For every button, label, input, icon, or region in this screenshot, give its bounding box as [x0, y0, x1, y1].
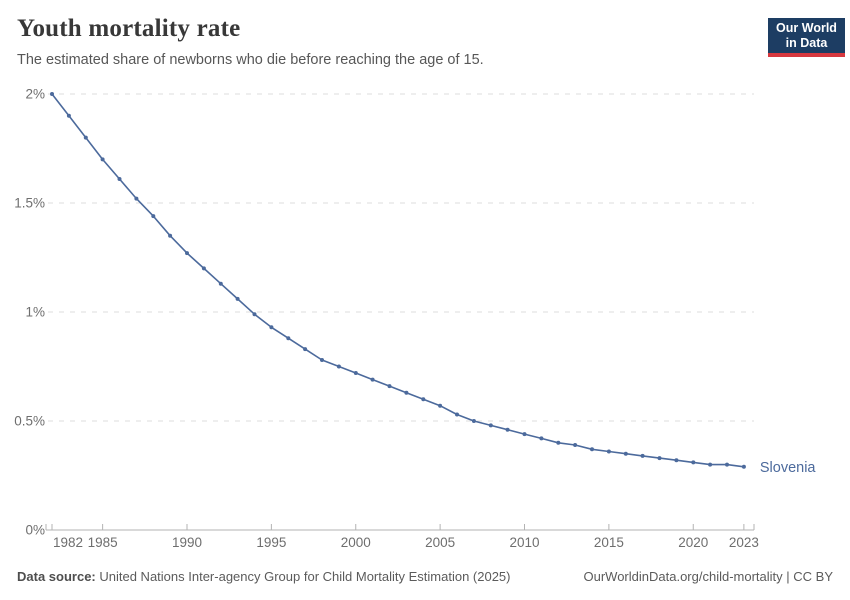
x-axis-tick-label: 1990 [172, 535, 202, 550]
y-axis-tick-label: 2% [25, 87, 45, 102]
data-point-2008[interactable] [488, 423, 493, 428]
data-point-2006[interactable] [455, 412, 459, 417]
page-subtitle: The estimated share of newborns who die … [17, 52, 484, 68]
data-point-1996[interactable] [286, 336, 291, 341]
data-point-2010[interactable] [522, 432, 527, 437]
data-point-2003[interactable] [404, 390, 409, 395]
data-point-1995[interactable] [269, 325, 274, 330]
x-axis-tick-label: 2005 [425, 535, 455, 550]
data-point-1983[interactable] [66, 113, 71, 118]
data-point-2019[interactable] [674, 458, 679, 463]
data-point-1998[interactable] [320, 358, 324, 362]
x-axis-tick-label: 2000 [341, 535, 371, 550]
x-axis-tick-label: 2010 [509, 535, 539, 550]
data-source-label: Data source: [17, 569, 96, 584]
data-point-1984[interactable] [83, 135, 88, 140]
data-point-1993[interactable] [235, 296, 240, 301]
series-line-slovenia[interactable] [51, 93, 745, 468]
line-chart: 0% 0.5% 1% 1.5% 2% 1982 1985 1990 1995 2000 2005 20… [14, 87, 817, 551]
data-point-2018[interactable] [657, 456, 662, 461]
owid-logo-line2: in Data [785, 36, 828, 50]
y-axis-tick-label: 0.5% [14, 414, 45, 429]
data-point-1991[interactable] [201, 266, 206, 271]
y-axis-tick-label: 0% [25, 523, 45, 538]
data-point-2020[interactable] [691, 460, 696, 465]
data-point-2014[interactable] [590, 447, 594, 452]
data-point-2001[interactable] [370, 377, 375, 382]
data-point-2012[interactable] [556, 440, 561, 445]
data-point-2002[interactable] [387, 384, 392, 389]
data-point-1987[interactable] [134, 196, 139, 201]
y-axis-tick-label: 1.5% [14, 196, 45, 211]
data-point-1994[interactable] [252, 312, 257, 317]
data-point-1988[interactable] [151, 214, 156, 219]
data-point-2013[interactable] [573, 443, 578, 447]
data-point-1985[interactable] [100, 157, 105, 162]
page-title: Youth mortality rate [17, 15, 241, 42]
owid-logo-line1: Our World [776, 21, 837, 35]
x-axis-tick-label: 1995 [256, 535, 286, 550]
data-source-note: Data source: United Nations Inter-agency… [17, 569, 511, 584]
data-point-2021[interactable] [708, 462, 713, 467]
y-axis-tick-label: 1% [25, 305, 45, 320]
data-point-1997[interactable] [303, 347, 308, 352]
license-link[interactable]: OurWorldinData.org/child-mortality | CC … [583, 569, 834, 584]
x-axis-tick-label: 2023 [729, 535, 759, 550]
data-point-2015[interactable] [606, 449, 611, 454]
owid-logo[interactable]: Our World in Data [768, 18, 845, 57]
x-axis-tick-label: 2015 [594, 535, 624, 550]
x-axis-tick-label: 1985 [88, 535, 118, 550]
data-point-2009[interactable] [505, 427, 510, 432]
data-point-2011[interactable] [539, 436, 544, 441]
x-axis-tick-label: 2020 [678, 535, 708, 550]
data-point-2016[interactable] [623, 451, 628, 456]
data-point-1982[interactable] [50, 92, 54, 96]
data-point-2022[interactable] [725, 462, 729, 467]
data-source-text: United Nations Inter-agency Group for Ch… [95, 569, 511, 584]
data-point-2023[interactable] [741, 464, 746, 469]
chart-footer: Data source: United Nations Inter-agency… [17, 569, 833, 584]
data-point-1990[interactable] [185, 251, 189, 256]
data-point-1992[interactable] [218, 281, 223, 286]
data-point-2004[interactable] [421, 397, 426, 402]
data-point-2000[interactable] [353, 371, 358, 375]
series-label-slovenia[interactable]: Slovenia [760, 460, 817, 476]
data-point-1999[interactable] [336, 364, 341, 369]
data-point-2007[interactable] [471, 419, 476, 423]
data-point-1989[interactable] [168, 233, 173, 238]
x-axis-tick-label: 1982 [53, 535, 83, 550]
data-point-2005[interactable] [438, 403, 443, 408]
data-point-1986[interactable] [117, 177, 122, 181]
data-point-2017[interactable] [640, 453, 645, 458]
